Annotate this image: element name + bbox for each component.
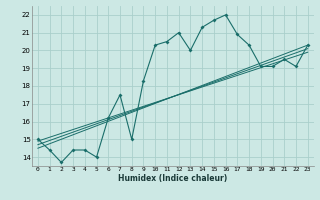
X-axis label: Humidex (Indice chaleur): Humidex (Indice chaleur): [118, 174, 228, 183]
